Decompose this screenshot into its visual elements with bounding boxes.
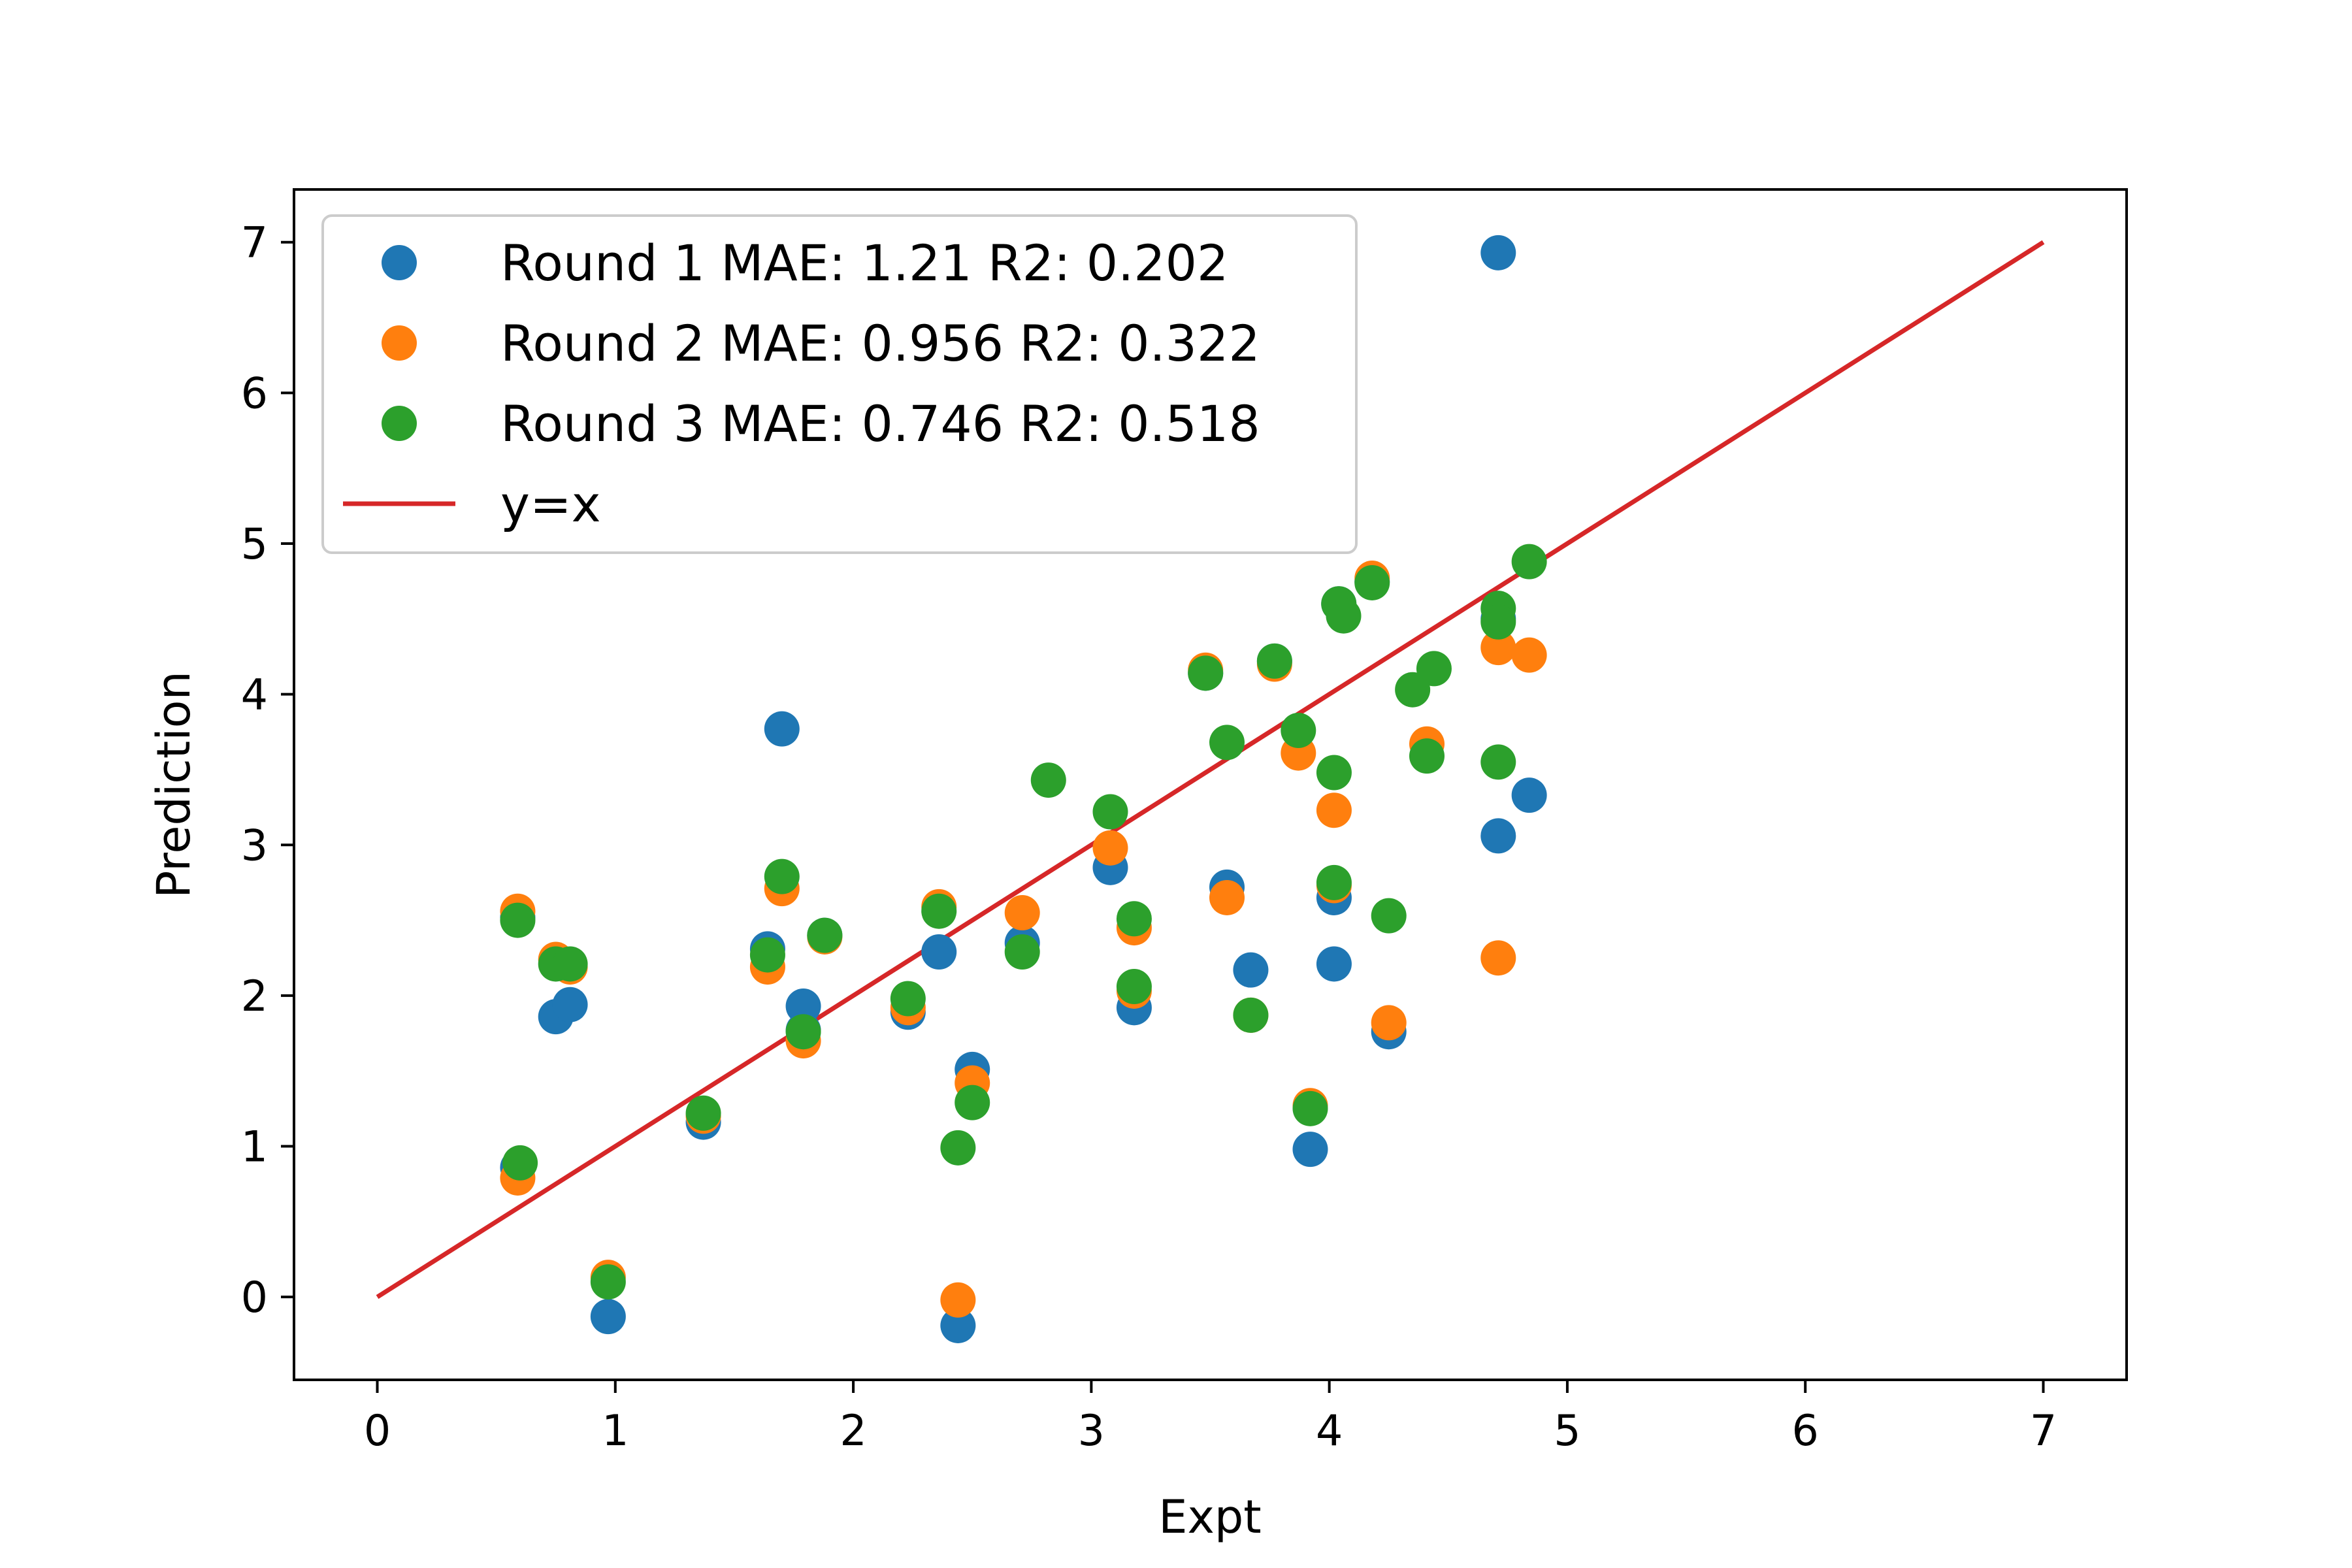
data-point <box>1209 879 1245 915</box>
y-axis: 0 1 2 3 4 5 6 7 <box>241 219 294 1322</box>
data-point <box>685 1095 721 1131</box>
x-tick-label: 1 <box>602 1407 629 1456</box>
legend-entry-round-3: Round 3 MAE: 0.746 R2: 0.518 <box>382 395 1260 453</box>
data-point <box>1292 1132 1328 1168</box>
data-point <box>1511 544 1547 580</box>
data-point <box>590 1264 626 1300</box>
data-point <box>1480 940 1516 976</box>
data-point <box>1316 755 1352 791</box>
data-point <box>502 1145 538 1181</box>
legend-marker <box>382 325 417 361</box>
data-point <box>921 893 957 929</box>
data-point <box>1316 946 1352 982</box>
data-point <box>1480 235 1516 270</box>
x-tick-label: 3 <box>1078 1407 1105 1456</box>
y-tick-label: 4 <box>241 671 268 720</box>
data-point <box>1480 818 1516 854</box>
legend-label: Round 3 MAE: 0.746 R2: 0.518 <box>500 395 1260 453</box>
data-point <box>1316 864 1352 900</box>
data-point <box>1004 895 1040 931</box>
data-point <box>1209 725 1245 760</box>
legend-entry-round-1: Round 1 MAE: 1.21 R2: 0.202 <box>382 234 1228 292</box>
data-point <box>1480 604 1516 640</box>
data-point <box>590 1299 626 1335</box>
y-tick-label: 5 <box>241 520 268 569</box>
y-tick-label: 6 <box>241 369 268 418</box>
data-point <box>764 858 800 894</box>
data-point <box>1030 762 1066 798</box>
data-point <box>1354 564 1390 600</box>
plot-frame <box>293 188 2128 1381</box>
data-point <box>785 988 821 1024</box>
legend-box <box>321 214 1358 554</box>
legend-label: y=x <box>500 475 601 533</box>
data-point <box>552 946 588 982</box>
data-point <box>1416 651 1452 687</box>
legend-entry-reference-line: y=x <box>343 475 601 533</box>
y-tick-label: 0 <box>241 1273 268 1322</box>
x-tick-label: 7 <box>2030 1407 2057 1456</box>
data-point <box>955 1085 990 1120</box>
data-point <box>807 917 843 953</box>
data-point <box>1511 777 1547 813</box>
x-tick-label: 2 <box>840 1407 866 1456</box>
y-axis-label: Prediction <box>147 671 201 898</box>
y-tick-label: 1 <box>241 1123 268 1172</box>
x-tick-label: 6 <box>1792 1407 1819 1456</box>
data-point <box>1233 952 1269 988</box>
data-point <box>1092 794 1128 830</box>
data-point <box>890 981 926 1017</box>
data-point <box>1256 643 1292 679</box>
data-point <box>1371 1005 1407 1041</box>
series-round-3 <box>500 544 1547 1300</box>
data-point <box>1371 898 1407 934</box>
data-point <box>940 1282 976 1318</box>
x-tick-label: 4 <box>1316 1407 1343 1456</box>
legend-entry-round-2: Round 2 MAE: 0.956 R2: 0.322 <box>382 314 1260 372</box>
data-point <box>921 934 957 970</box>
data-point <box>500 902 536 938</box>
data-point <box>785 1014 821 1050</box>
data-point <box>1233 997 1269 1033</box>
legend: Round 1 MAE: 1.21 R2: 0.202 Round 2 MAE: … <box>321 214 1358 554</box>
data-point <box>1116 969 1152 1005</box>
data-point <box>1480 744 1516 780</box>
x-axis: 0 1 2 3 4 5 6 7 <box>364 1380 2057 1456</box>
data-point <box>764 711 800 747</box>
legend-marker <box>382 245 417 280</box>
legend-label: Round 1 MAE: 1.21 R2: 0.202 <box>500 234 1228 292</box>
data-point <box>940 1307 976 1343</box>
data-point <box>1116 901 1152 937</box>
data-point <box>1292 1090 1328 1126</box>
data-point <box>1409 738 1445 774</box>
data-point <box>1004 934 1040 970</box>
y-tick-label: 2 <box>241 972 268 1021</box>
data-point <box>1316 792 1352 828</box>
data-point <box>940 1130 976 1166</box>
data-point <box>1326 598 1362 634</box>
x-tick-label: 5 <box>1554 1407 1580 1456</box>
data-point <box>1188 655 1224 691</box>
data-point <box>749 937 785 973</box>
legend-marker <box>382 406 417 441</box>
y-tick-label: 7 <box>241 219 268 268</box>
data-point <box>552 987 588 1022</box>
legend-label: Round 2 MAE: 0.956 R2: 0.322 <box>500 314 1260 372</box>
data-point <box>1281 712 1316 748</box>
x-tick-label: 0 <box>364 1407 391 1456</box>
data-point <box>1511 637 1547 673</box>
reference-line-y-equals-x <box>376 240 2045 1299</box>
x-axis-label: Expt <box>1158 1490 1262 1544</box>
data-point <box>1092 830 1128 866</box>
data-point <box>1480 630 1516 666</box>
y-tick-label: 3 <box>241 821 268 870</box>
